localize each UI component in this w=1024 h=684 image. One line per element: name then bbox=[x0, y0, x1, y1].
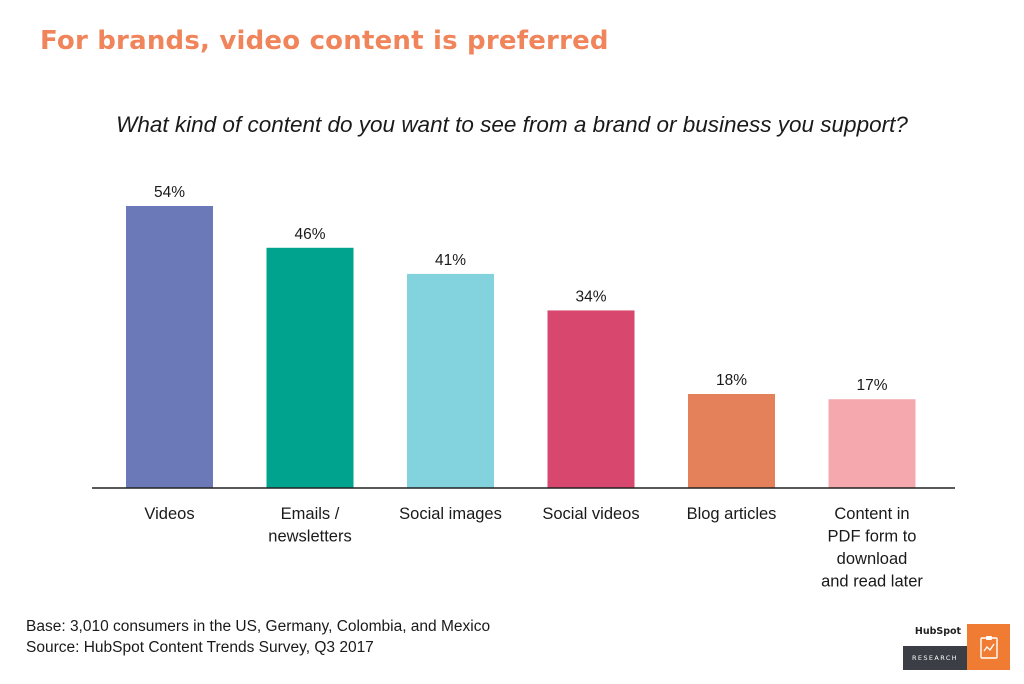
bar-2 bbox=[407, 273, 494, 488]
category-label-0-0: Videos bbox=[144, 505, 194, 523]
bar-chart: 54% Videos 46% Emails / newsletters 41% Social… bbox=[92, 184, 955, 591]
category-label-5-3: and read later bbox=[821, 573, 923, 591]
bar-5 bbox=[828, 399, 916, 488]
base-note: Base: 3,010 consumers in the US, Germany… bbox=[26, 618, 491, 635]
bar-0 bbox=[126, 206, 213, 488]
category-label-5-0: Content in bbox=[834, 505, 909, 523]
chart-title: What kind of content do you want to see … bbox=[116, 112, 908, 137]
data-label-4: 18% bbox=[716, 372, 747, 389]
category-label-5-1: PDF form to bbox=[828, 528, 917, 546]
category-label-5-2: download bbox=[837, 550, 908, 568]
footer-notes: Base: 3,010 consumers in the US, Germany… bbox=[26, 616, 490, 658]
category-label-4-0: Blog articles bbox=[687, 505, 777, 523]
bar-4 bbox=[688, 394, 775, 488]
bar-3 bbox=[547, 310, 635, 488]
bar-1 bbox=[266, 247, 354, 488]
logo-label: RESEARCH bbox=[903, 646, 967, 670]
data-label-2: 41% bbox=[435, 252, 466, 269]
category-label-1-1: newsletters bbox=[268, 528, 351, 546]
logo-name: HubSpot bbox=[914, 626, 962, 637]
headline: For brands, video content is preferred bbox=[40, 26, 609, 56]
category-label-2-0: Social images bbox=[399, 505, 502, 523]
category-label-3-0: Social videos bbox=[542, 505, 639, 523]
data-label-3: 34% bbox=[575, 288, 606, 305]
data-label-1: 46% bbox=[294, 226, 325, 243]
clipboard-chart-icon bbox=[967, 624, 1010, 670]
source-note: Source: HubSpot Content Trends Survey, Q… bbox=[26, 639, 374, 656]
data-label-5: 17% bbox=[856, 377, 887, 394]
hubspot-research-logo: HubSpot RESEARCH bbox=[903, 624, 1010, 670]
category-label-1-0: Emails / bbox=[281, 505, 340, 523]
data-label-0: 54% bbox=[154, 184, 185, 201]
